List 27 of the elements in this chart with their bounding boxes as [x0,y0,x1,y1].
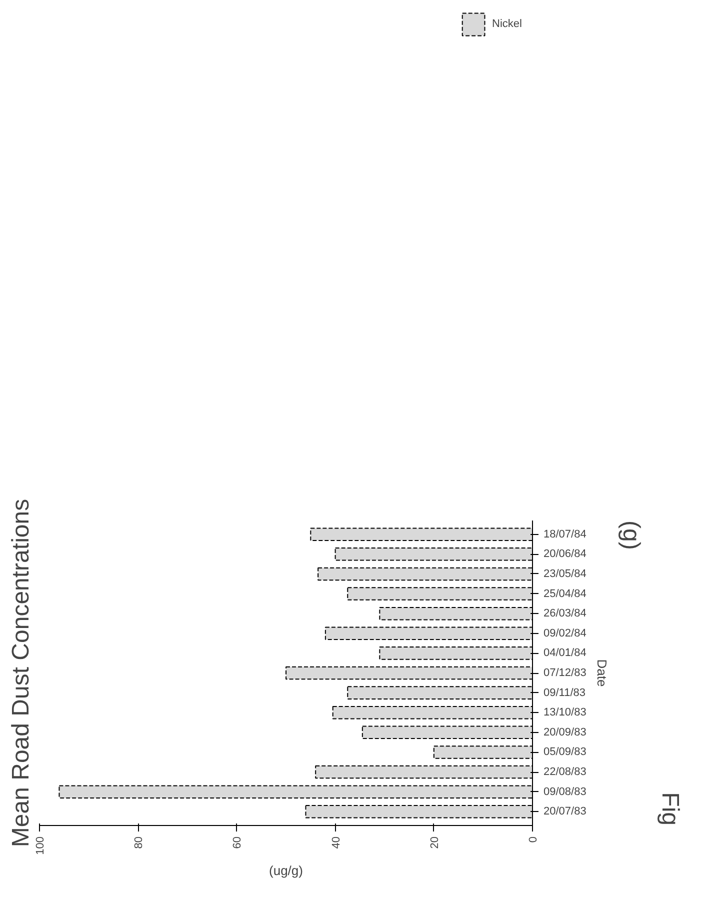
y-tick-label: 25/04/84 [544,588,586,600]
x-tick-label: 80 [133,836,146,849]
x-tick-label: 40 [330,836,342,849]
x-tick-label: 60 [232,836,244,849]
y-tick-label: 09/11/83 [544,686,586,699]
y-tick-label: 20/06/84 [544,548,586,560]
y-tick-label: 05/09/83 [544,746,586,758]
y-tick-label: 13/10/83 [544,706,586,719]
y-axis-title: Date [594,659,610,687]
x-tick-label: 0 [528,836,540,843]
y-tick-label: 09/08/83 [544,786,586,798]
y-tick-label: 23/05/84 [544,568,586,580]
y-tick-label: 07/12/83 [544,667,586,679]
x-tick-label: 100 [34,836,46,855]
y-tick-label: 09/02/84 [544,627,586,640]
y-tick-label: 26/03/84 [544,608,586,620]
text: Mean Road Dust Concentrations [8,498,34,848]
text: (g) [618,520,644,550]
text: Fig [656,792,684,826]
y-tick-label: 20/07/83 [544,806,586,818]
x-tick-label: 20 [428,836,441,849]
legend-label: Nickel [492,18,522,30]
x-axis-title: (ug/g) [269,862,303,878]
y-tick-label: 18/07/84 [544,528,586,540]
y-tick-label: 22/08/83 [544,766,586,778]
y-tick-label: 20/09/83 [544,726,586,738]
y-tick-label: 04/01/84 [544,647,586,660]
